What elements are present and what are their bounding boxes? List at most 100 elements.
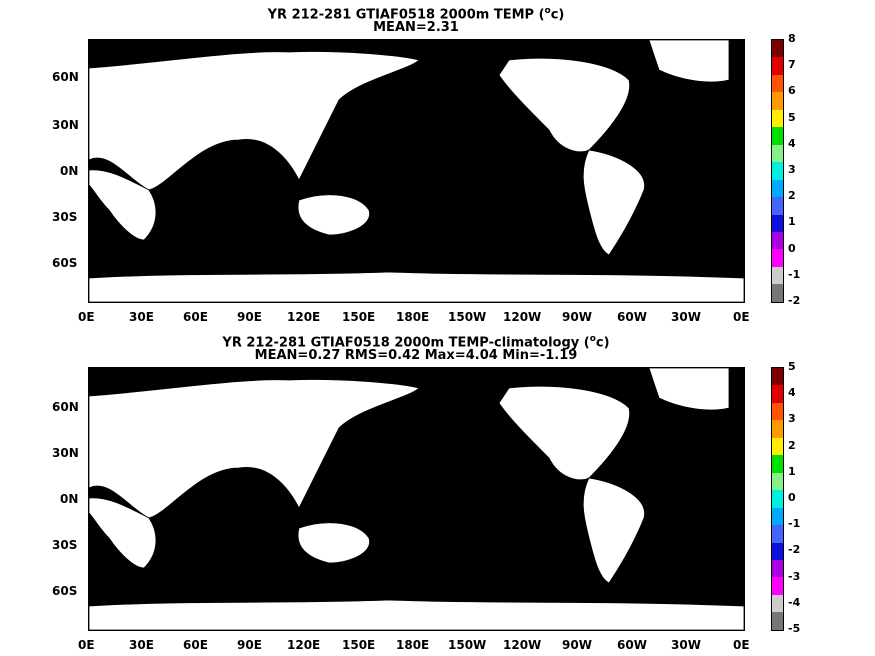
top-xlabel: 30W	[671, 310, 701, 324]
bottom-xlabel: 180E	[396, 638, 430, 652]
colorbar-tick-label: 5	[788, 360, 796, 373]
top-panel-title: YR 212-281 GTIAF0518 2000m TEMP (oc)	[0, 4, 832, 22]
top-xlabel: 30E	[129, 310, 154, 324]
colorbar-swatch	[772, 559, 783, 578]
bottom-ylabel-60n: 60N	[52, 400, 79, 414]
top-land-eurasia	[89, 51, 420, 191]
bottom-land-australia	[297, 522, 370, 564]
colorbar-swatch	[772, 179, 783, 198]
bottom-xlabel: 60E	[183, 638, 208, 652]
bottom-ylabel-30s: 30S	[52, 538, 78, 552]
top-ylabel-60s: 60S	[52, 256, 78, 270]
top-panel-subtitle: MEAN=2.31	[373, 20, 459, 35]
bottom-xlabel: 120E	[287, 638, 321, 652]
colorbar-tick-label: 0	[788, 241, 796, 255]
bottom-ylabel-60s: 60S	[52, 584, 78, 598]
bottom-xlabel: 90W	[562, 638, 592, 652]
colorbar-swatch	[772, 420, 783, 438]
top-title-degree: o	[544, 6, 551, 16]
bottom-map-svg	[89, 368, 744, 630]
bottom-xlabel: 150E	[342, 638, 376, 652]
top-xlabel: 90W	[562, 310, 592, 324]
colorbar-tick-label: 1	[788, 464, 796, 478]
colorbar-swatch	[772, 385, 783, 403]
bottom-ylabel-30n: 30N	[52, 446, 79, 460]
colorbar-tick-label: -1	[788, 517, 801, 531]
colorbar-swatch	[772, 266, 783, 285]
colorbar-swatch	[772, 144, 783, 163]
colorbar-swatch	[772, 197, 783, 215]
bottom-map	[88, 367, 745, 631]
top-land-antarctica	[89, 271, 744, 302]
bottom-ylabel-0n: 0N	[60, 492, 79, 506]
colorbar-tick-label: -5	[788, 622, 801, 635]
colorbar-tick-label: -2	[788, 294, 801, 307]
colorbar-swatch	[772, 612, 783, 630]
bottom-title-text: YR 212-281 GTIAF0518 2000m TEMP-climatol…	[222, 335, 590, 351]
bottom-green-indian	[189, 458, 289, 535]
colorbar-swatch	[772, 109, 783, 128]
colorbar-tick-label: 4	[788, 386, 796, 400]
top-ylabel-30n: 30N	[52, 118, 79, 132]
colorbar-tick-label: 7	[788, 58, 796, 72]
colorbar-tick-label: 6	[788, 84, 796, 98]
bottom-xlabel: 30W	[671, 638, 701, 652]
bottom-xlabel: 0E	[78, 638, 95, 652]
top-xlabel: 150W	[448, 310, 487, 324]
bottom-xlabel: 120W	[503, 638, 542, 652]
colorbar-swatch	[772, 594, 783, 613]
top-xlabel: 0E	[78, 310, 95, 324]
top-xlabel: 0E	[733, 310, 750, 324]
colorbar-tick-label: 2	[788, 189, 796, 203]
colorbar-swatch	[772, 40, 783, 58]
top-title-unit: c)	[550, 7, 565, 23]
bottom-land-antarctica	[89, 599, 744, 630]
top-land	[89, 40, 744, 302]
bottom-land	[89, 368, 744, 630]
bottom-xlabel: 0E	[733, 638, 750, 652]
top-green-indian	[169, 145, 289, 185]
bottom-green-atlantic	[629, 422, 744, 528]
bottom-xlabel: 30E	[129, 638, 154, 652]
top-ylabel-30s: 30S	[52, 210, 78, 224]
top-ylabel-60n: 60N	[52, 70, 79, 84]
bottom-xlabel: 90E	[237, 638, 262, 652]
top-land-namerica	[498, 57, 631, 153]
bottom-xlabel: 60W	[617, 638, 647, 652]
bottom-land-samerica	[582, 477, 645, 584]
bottom-panel-title: YR 212-281 GTIAF0518 2000m TEMP-climatol…	[0, 332, 832, 350]
colorbar-tick-label: 0	[788, 491, 796, 504]
top-land-australia	[297, 194, 370, 236]
top-xlabel: 180E	[396, 310, 430, 324]
bottom-land-eurasia	[89, 379, 420, 519]
colorbar-tick-label: -1	[788, 267, 801, 281]
bottom-colorbar	[771, 367, 784, 631]
colorbar-tick-label: -3	[788, 569, 801, 583]
bottom-panel-subtitle: MEAN=0.27 RMS=0.42 Max=4.04 Min=-1.19	[254, 348, 578, 363]
colorbar-swatch	[772, 74, 783, 93]
bottom-title-degree: o	[589, 334, 596, 344]
colorbar-swatch	[772, 455, 783, 473]
top-xlabel: 150E	[342, 310, 376, 324]
top-xlabel: 90E	[237, 310, 262, 324]
colorbar-tick-label: 5	[788, 110, 796, 124]
colorbar-tick-label: -4	[788, 595, 801, 609]
bottom-land-greenland	[648, 368, 730, 411]
bottom-yellow-sw	[89, 580, 154, 603]
top-xlabel: 120W	[503, 310, 542, 324]
top-ylabel-0n: 0N	[60, 164, 79, 178]
top-land-greenland	[648, 40, 730, 83]
colorbar-tick-label: 8	[788, 32, 796, 45]
colorbar-swatch	[772, 472, 783, 491]
colorbar-swatch	[772, 437, 783, 456]
top-xlabel: 60W	[617, 310, 647, 324]
colorbar-swatch	[772, 368, 783, 386]
top-xlabel: 60E	[183, 310, 208, 324]
top-title-text: YR 212-281 GTIAF0518 2000m TEMP (	[267, 7, 545, 23]
top-ocean-band-indian	[149, 170, 329, 230]
top-map-svg	[89, 40, 744, 302]
colorbar-tick-label: 1	[788, 215, 796, 229]
colorbar-swatch	[772, 162, 783, 180]
colorbar-swatch	[772, 57, 783, 75]
colorbar-swatch	[772, 490, 783, 508]
